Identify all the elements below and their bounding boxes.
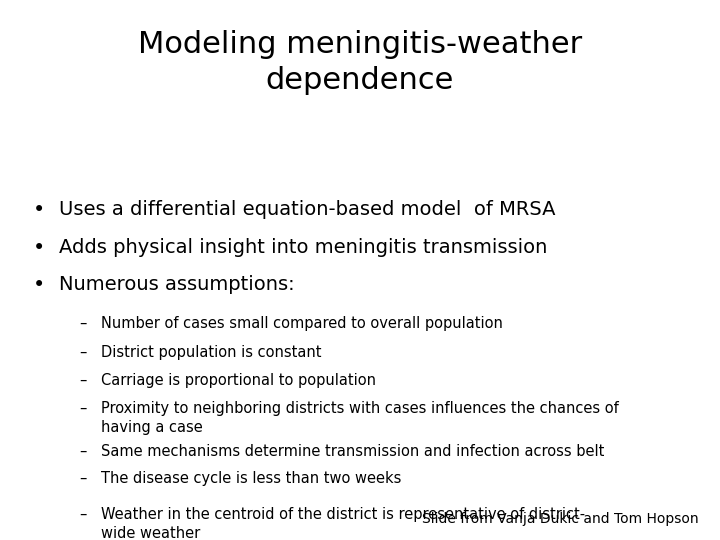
Text: –: – bbox=[79, 507, 86, 522]
Text: Modeling meningitis-weather
dependence: Modeling meningitis-weather dependence bbox=[138, 30, 582, 94]
Text: •: • bbox=[32, 200, 45, 220]
Text: Carriage is proportional to population: Carriage is proportional to population bbox=[101, 373, 376, 388]
Text: •: • bbox=[32, 275, 45, 295]
Text: Number of cases small compared to overall population: Number of cases small compared to overal… bbox=[101, 316, 503, 331]
Text: Same mechanisms determine transmission and infection across belt: Same mechanisms determine transmission a… bbox=[101, 444, 604, 459]
Text: •: • bbox=[32, 238, 45, 258]
Text: –: – bbox=[79, 345, 86, 360]
Text: Weather in the centroid of the district is representative of district-
wide weat: Weather in the centroid of the district … bbox=[101, 507, 585, 540]
Text: District population is constant: District population is constant bbox=[101, 345, 321, 360]
Text: –: – bbox=[79, 316, 86, 331]
Text: The disease cycle is less than two weeks: The disease cycle is less than two weeks bbox=[101, 471, 401, 486]
Text: –: – bbox=[79, 471, 86, 486]
Text: –: – bbox=[79, 401, 86, 416]
Text: Uses a differential equation-based model  of MRSA: Uses a differential equation-based model… bbox=[59, 200, 556, 219]
Text: Numerous assumptions:: Numerous assumptions: bbox=[59, 275, 294, 294]
Text: Slide from Vanja Dukic and Tom Hopson: Slide from Vanja Dukic and Tom Hopson bbox=[422, 512, 698, 526]
Text: Proximity to neighboring districts with cases influences the chances of
having a: Proximity to neighboring districts with … bbox=[101, 401, 618, 435]
Text: Adds physical insight into meningitis transmission: Adds physical insight into meningitis tr… bbox=[59, 238, 547, 256]
Text: –: – bbox=[79, 373, 86, 388]
Text: –: – bbox=[79, 444, 86, 459]
